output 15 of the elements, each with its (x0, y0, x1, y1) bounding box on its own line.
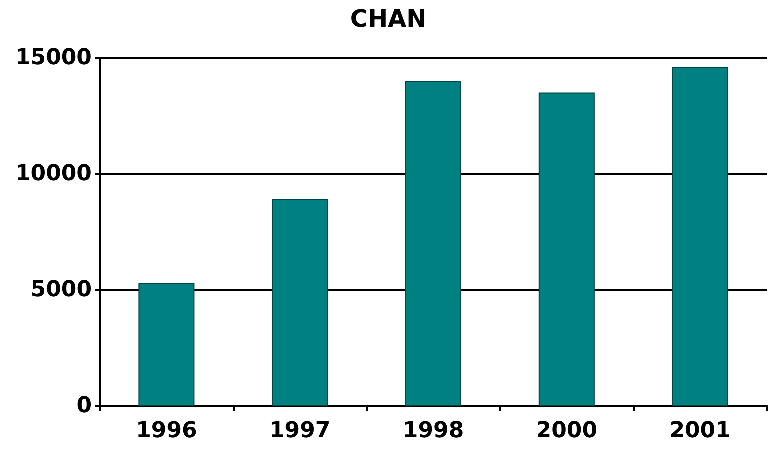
x-tick-label: 1998 (402, 418, 464, 444)
y-tick-label: 0 (76, 394, 92, 418)
y-tick-label: 5000 (30, 278, 92, 302)
bar (538, 92, 595, 406)
bar (405, 81, 462, 406)
bar (672, 67, 728, 406)
chart-title: CHAN (350, 5, 427, 33)
x-tick-label: 2000 (536, 418, 598, 444)
bar (272, 200, 328, 406)
x-tick-label: 2001 (670, 418, 731, 444)
bar (138, 283, 195, 406)
y-tick-label: 15000 (15, 46, 92, 70)
x-tick-label: 1997 (269, 418, 331, 444)
y-tick-label: 10000 (15, 162, 92, 186)
x-tick-label: 1996 (136, 418, 198, 444)
